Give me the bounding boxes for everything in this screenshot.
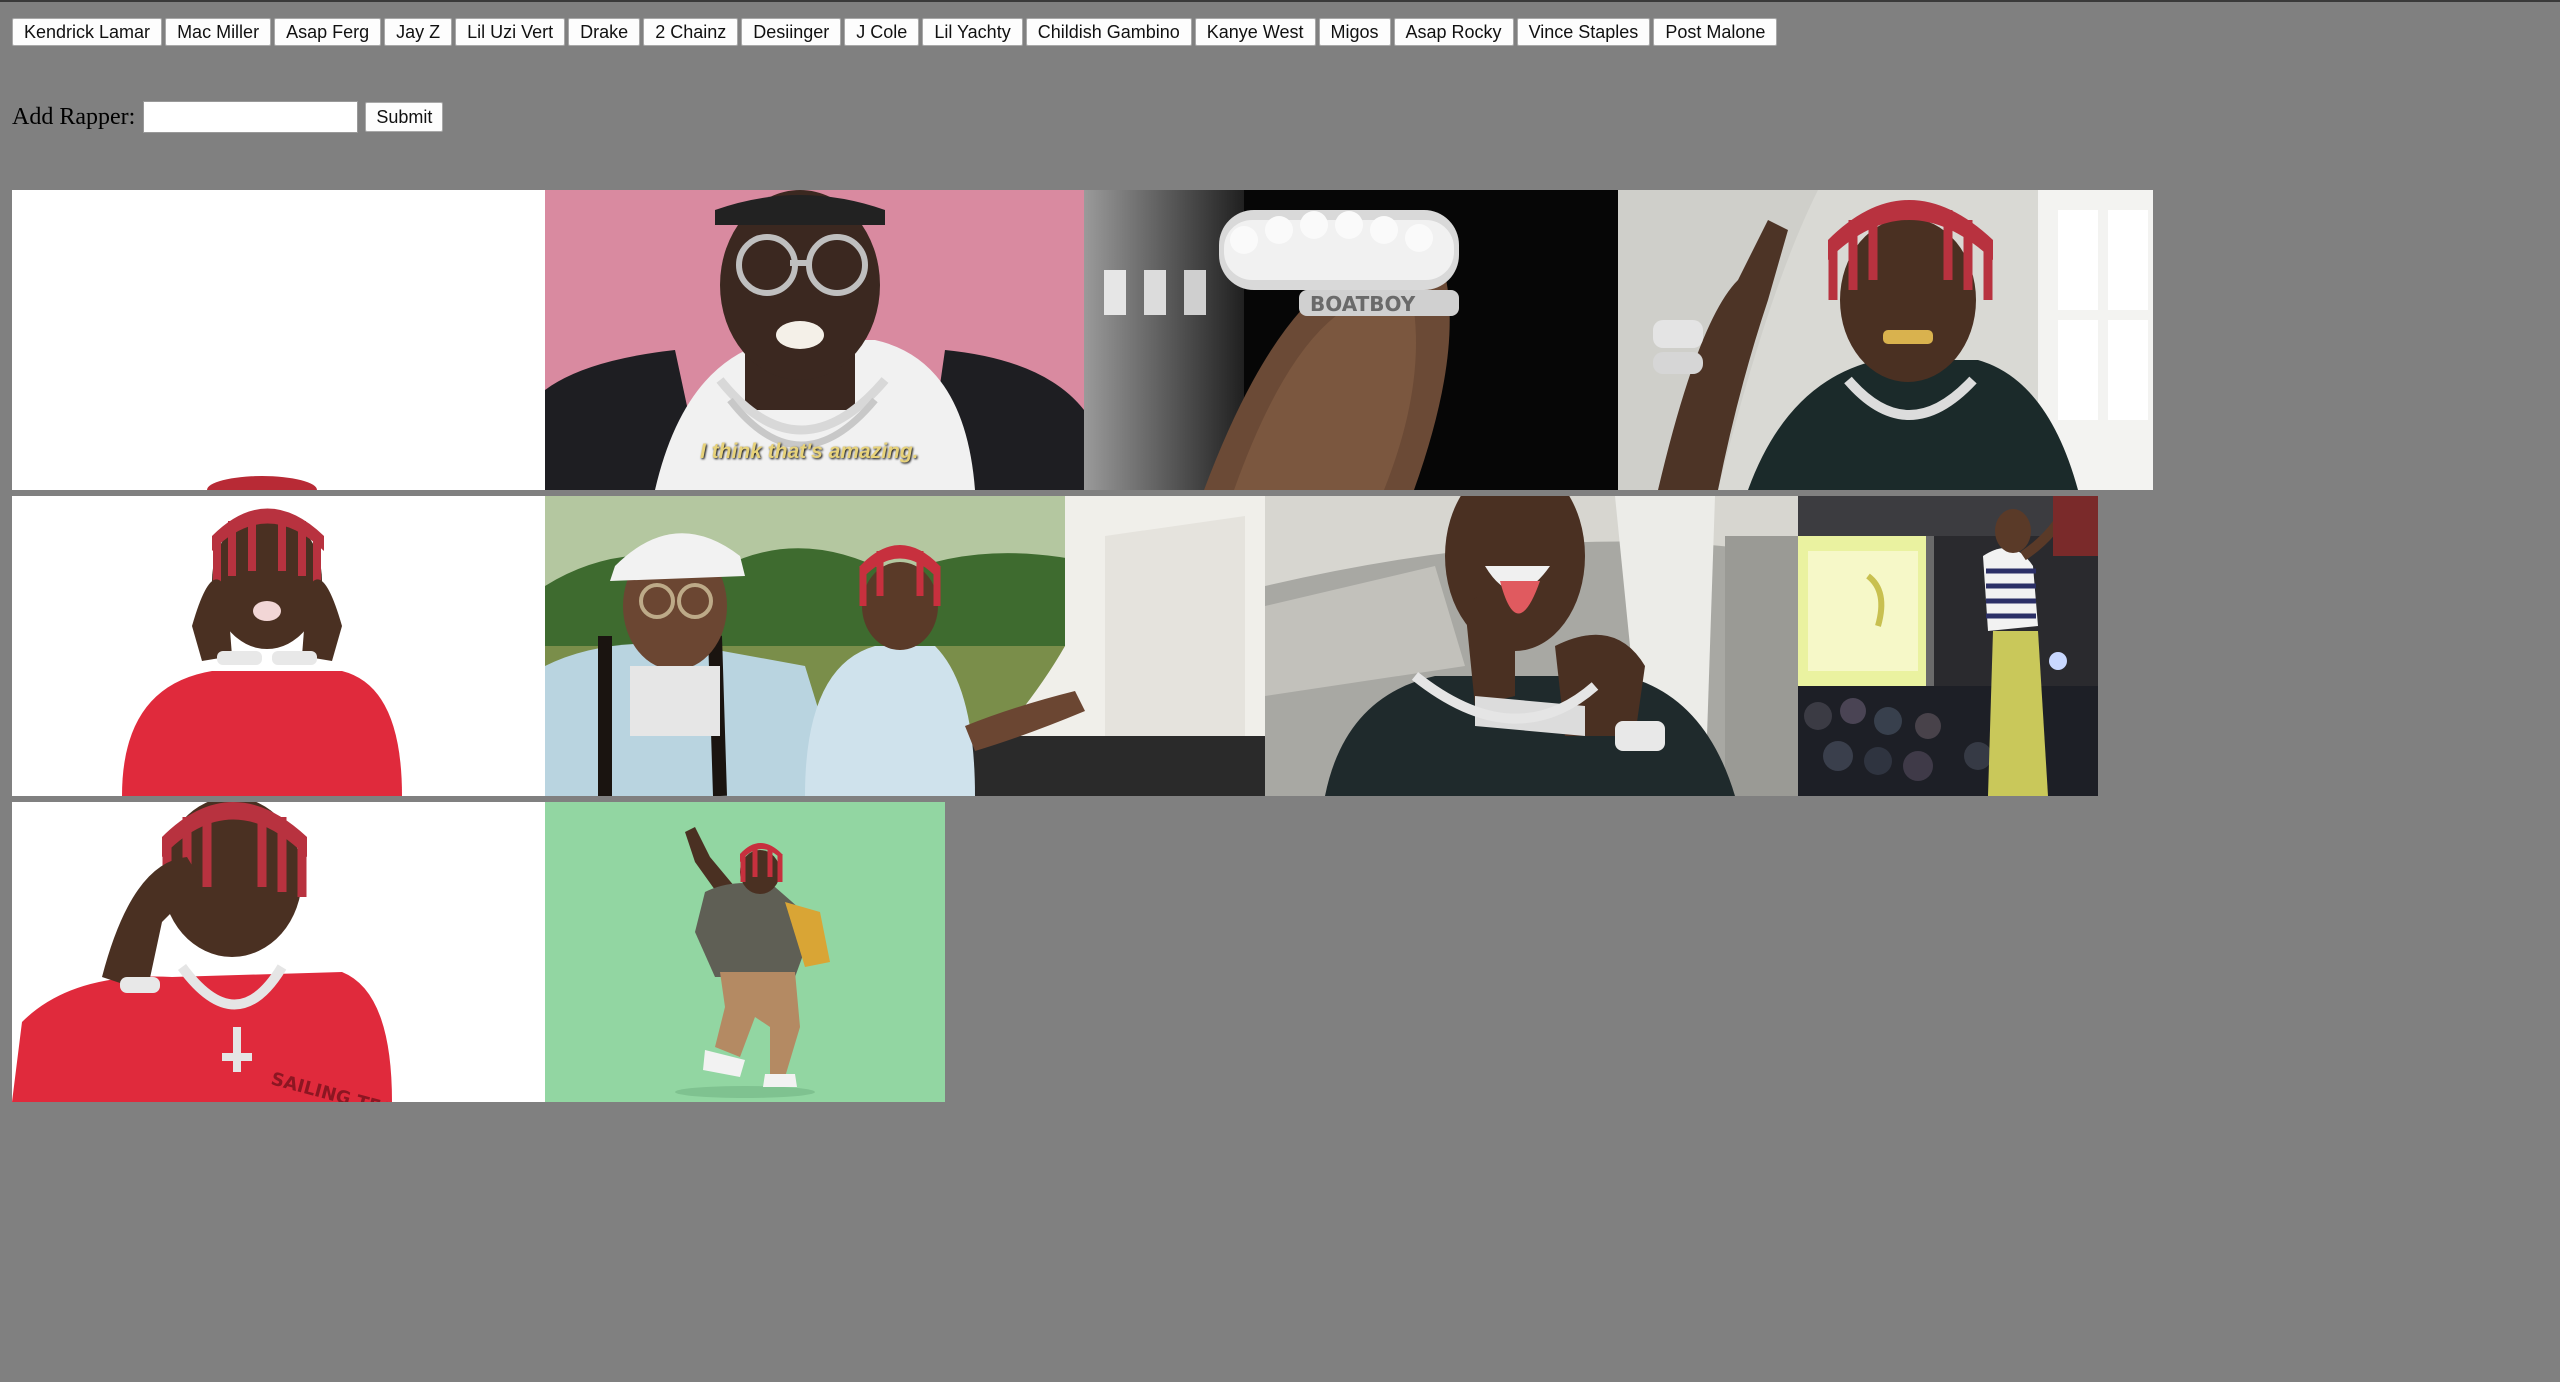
gif-bracelet-closeup: BOATBOY <box>1084 190 1618 490</box>
gif-yachty-tongue <box>1265 496 1798 796</box>
rapper-button[interactable]: Drake <box>568 18 641 46</box>
rapper-button[interactable]: Jay Z <box>384 18 453 46</box>
rapper-button[interactable]: Migos <box>1318 18 1391 46</box>
gif-yachty-red-sweater <box>12 496 545 796</box>
gif-caption: I think that's amazing. <box>700 440 919 463</box>
gif-yachty-pink-glasses: I think that's amazing. <box>545 190 1084 490</box>
rapper-button[interactable]: Post Malone <box>1653 18 1778 46</box>
rapper-button[interactable]: J Cole <box>844 18 920 46</box>
add-rapper-input[interactable] <box>143 101 359 133</box>
rapper-button[interactable]: Vince Staples <box>1516 18 1651 46</box>
rapper-button[interactable]: Lil Yachty <box>922 18 1023 46</box>
add-rapper-form: Add Rapper: Submit <box>12 101 444 133</box>
rapper-button[interactable]: Mac Miller <box>165 18 272 46</box>
rapper-button[interactable]: 2 Chainz <box>643 18 739 46</box>
bracelet-text: BOATBOY <box>1310 292 1416 316</box>
rapper-button[interactable]: Asap Ferg <box>274 18 382 46</box>
rapper-button[interactable]: Desiinger <box>741 18 842 46</box>
rapper-button[interactable]: Childish Gambino <box>1025 18 1192 46</box>
top-border <box>0 0 2560 2</box>
gif-desiigner-yachty-piano <box>545 496 1265 796</box>
gif-blank-white <box>12 190 545 490</box>
gif-concert-crowd <box>1798 496 2098 796</box>
rapper-button[interactable]: Asap Rocky <box>1393 18 1514 46</box>
rapper-button-bar: Kendrick Lamar Mac Miller Asap Ferg Jay Z Li… <box>12 18 1778 46</box>
submit-button[interactable]: Submit <box>365 102 444 132</box>
rapper-button[interactable]: Kanye West <box>1194 18 1316 46</box>
gif-yachty-window <box>1618 190 2153 490</box>
rapper-button[interactable]: Lil Uzi Vert <box>455 18 566 46</box>
add-rapper-label: Add Rapper: <box>12 103 136 130</box>
gif-yachty-green-screen-dance <box>545 802 945 1102</box>
rapper-button[interactable]: Kendrick Lamar <box>12 18 163 46</box>
gif-yachty-red-sweater-salute: SAILING TEAM <box>12 802 545 1102</box>
